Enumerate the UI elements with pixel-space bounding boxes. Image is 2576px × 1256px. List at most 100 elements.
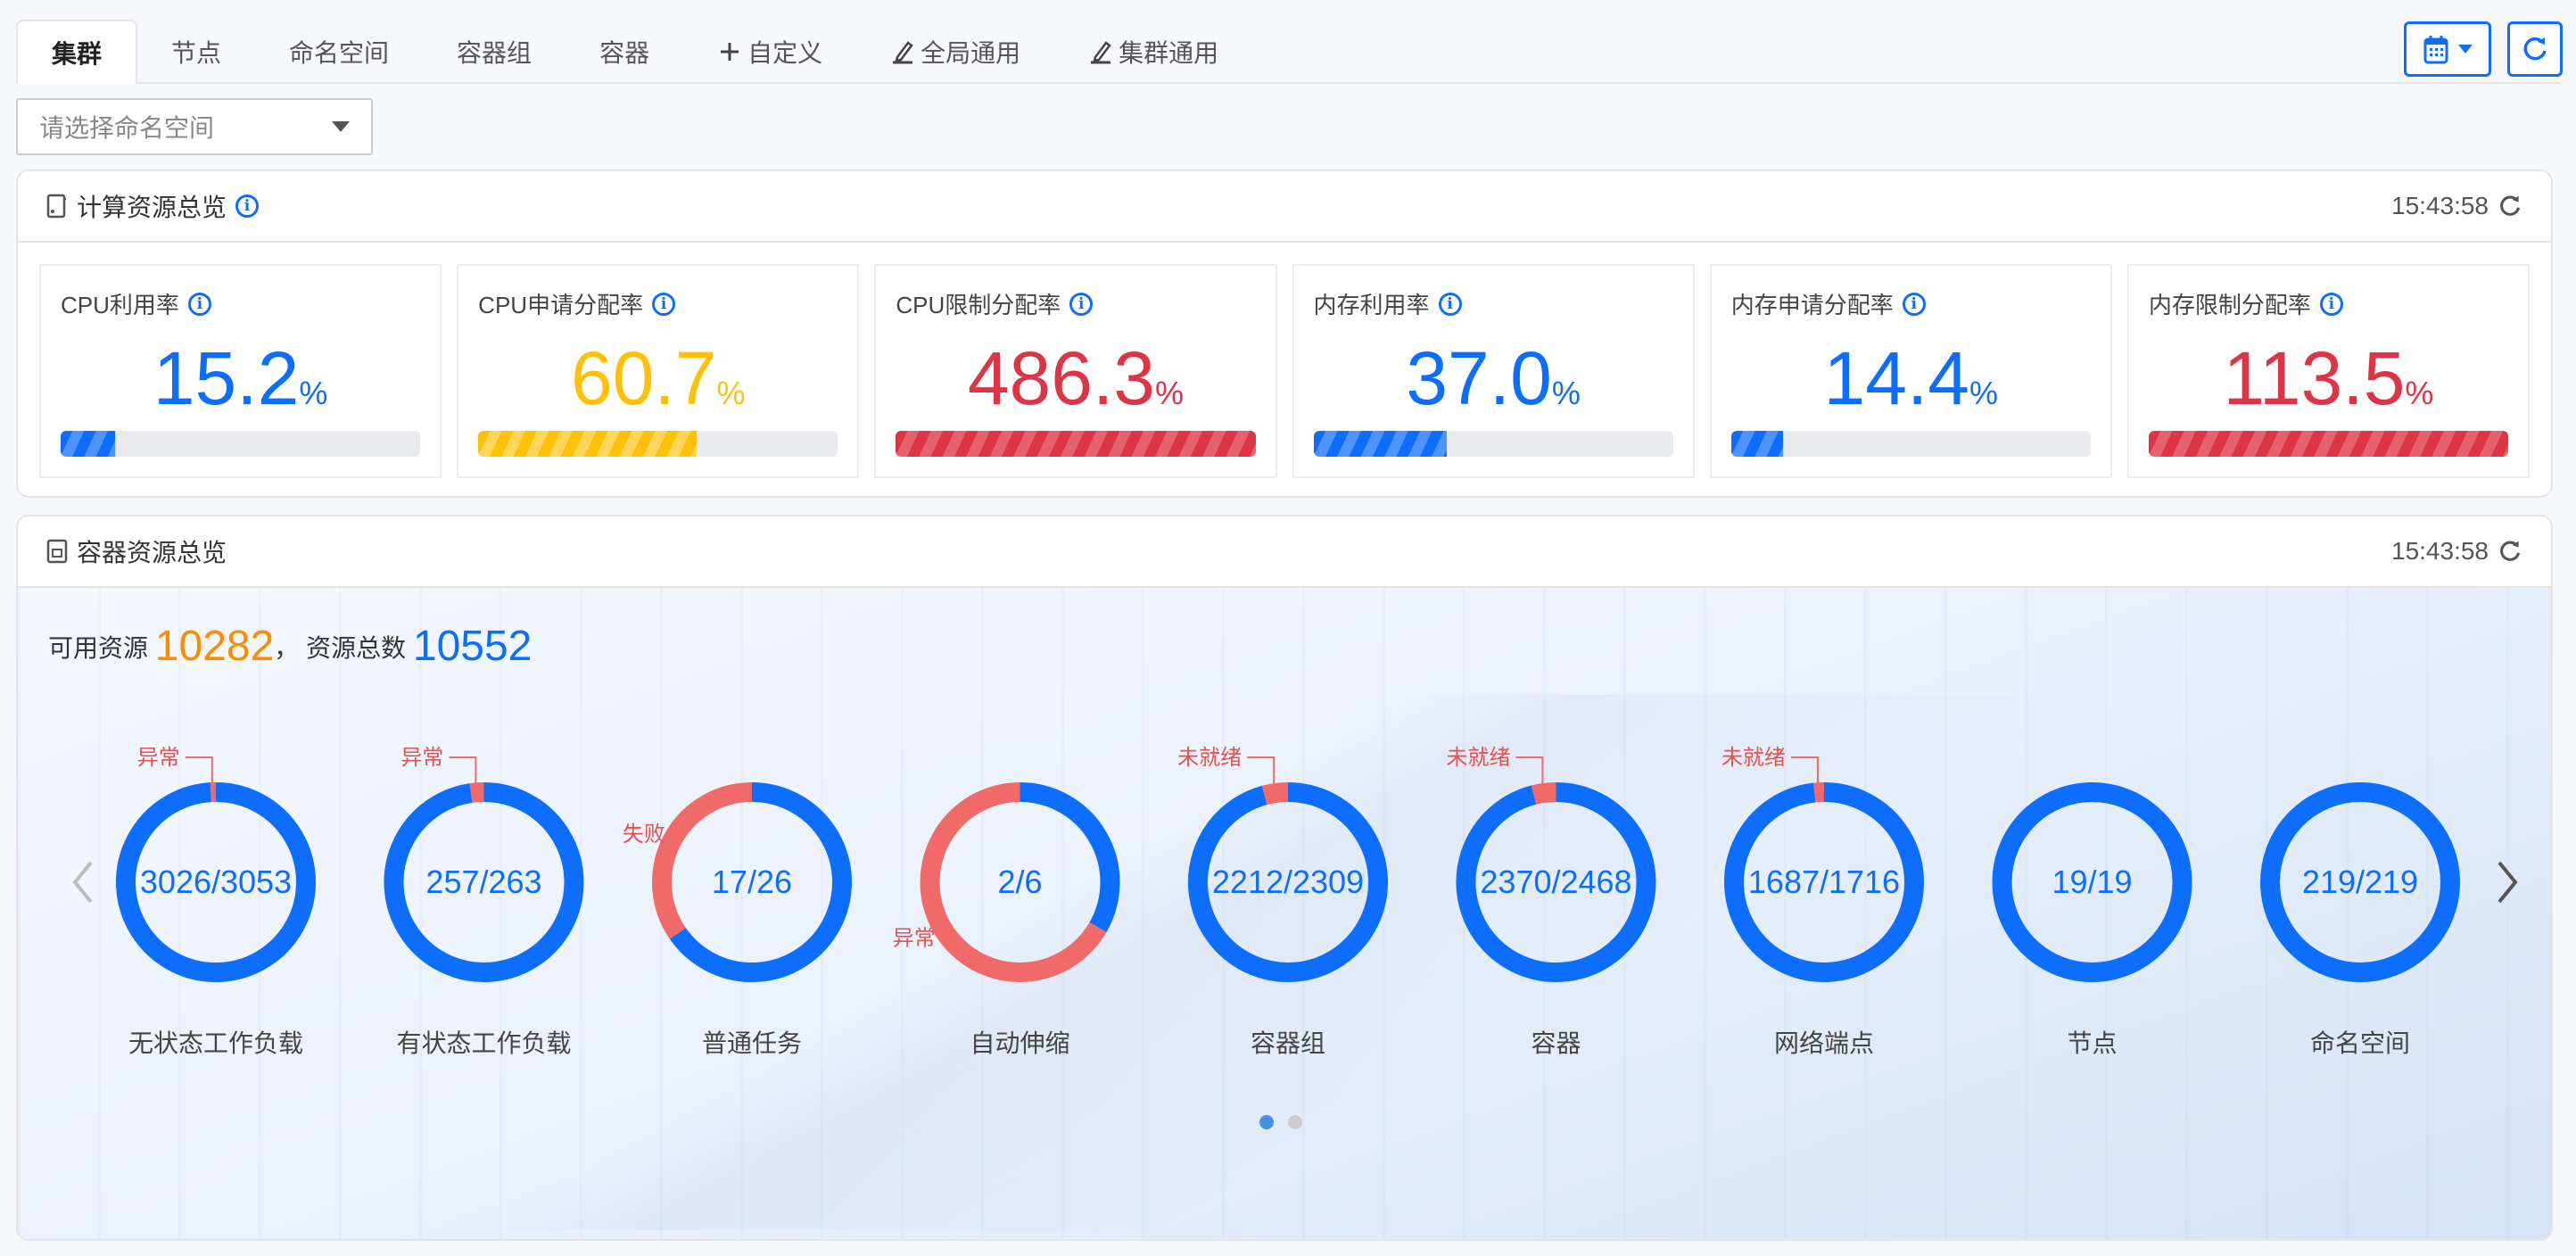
- refresh-icon[interactable]: [2498, 539, 2522, 564]
- progress-bar: [896, 431, 1256, 457]
- container-overview-panel: 容器资源总览 15:43:58 可用资源 10282， 资源总数 10552 异…: [16, 515, 2553, 1241]
- donut-bad-segment: [1813, 782, 1825, 803]
- total-count: 10552: [412, 623, 533, 670]
- namespace-select-placeholder: 请选择命名空间: [39, 114, 215, 142]
- progress-bar: [61, 431, 421, 457]
- donut-bad-label: 未就绪: [1177, 746, 1242, 770]
- tab-0[interactable]: 集群: [16, 20, 138, 84]
- metric-value: 60.7%: [478, 338, 838, 434]
- donut-bad-segment: [469, 782, 484, 803]
- info-icon[interactable]: i: [1438, 292, 1462, 316]
- tab-2[interactable]: 命名空间: [255, 21, 423, 82]
- tab-4[interactable]: 容器: [566, 21, 683, 82]
- metric-value: 486.3%: [896, 338, 1255, 434]
- progress-fill: [478, 431, 697, 457]
- progress-bar: [478, 431, 838, 457]
- tab-5[interactable]: 自定义: [683, 21, 856, 82]
- carousel-dot-2[interactable]: [1288, 1115, 1302, 1129]
- available-count: 10282: [154, 623, 275, 670]
- label-leader-line: [1790, 756, 1819, 783]
- label-leader-line: [1247, 756, 1276, 784]
- server-icon: [46, 194, 66, 219]
- donut-value: 2/6: [997, 864, 1042, 900]
- donut-label: 命名空间: [2310, 1029, 2410, 1057]
- donut-value: 19/19: [2052, 864, 2132, 900]
- donut-bad-segment: [652, 782, 753, 939]
- edit-icon: [1091, 41, 1111, 64]
- metric-unit: %: [1155, 375, 1185, 411]
- namespace-select[interactable]: 请选择命名空间: [16, 98, 373, 155]
- tab-1[interactable]: 节点: [137, 21, 255, 82]
- donut-bad-label: 失败: [623, 822, 665, 847]
- chevron-right-icon[interactable]: [2490, 855, 2526, 909]
- metric-unit: %: [716, 375, 746, 411]
- tab-label: 节点: [171, 39, 222, 67]
- donut-ok-segment: [2260, 782, 2460, 982]
- donut-ok-segment: [1456, 782, 1656, 982]
- panel-title: 计算资源总览: [77, 194, 227, 221]
- metric-number: 113.5: [2223, 336, 2406, 420]
- donut-label: 无状态工作负载: [128, 1029, 303, 1057]
- tab-label: 集群: [52, 40, 103, 68]
- donut-label: 容器: [1531, 1029, 1581, 1057]
- progress-fill: [1730, 431, 1783, 457]
- metric-title: 内存申请分配率: [1730, 292, 1894, 318]
- progress-bar: [2148, 431, 2509, 457]
- donut-ok-segment: [116, 782, 316, 982]
- update-time: 15:43:58: [2391, 192, 2489, 219]
- label-leader-line: [185, 756, 213, 783]
- metric-card: 内存申请分配率 i 14.4%: [1709, 264, 2112, 478]
- info-icon[interactable]: i: [2319, 292, 2343, 316]
- edit-icon: [893, 41, 913, 64]
- tab-label: 自定义: [747, 39, 823, 67]
- chevron-left-icon[interactable]: [64, 855, 100, 909]
- update-time: 15:43:58: [2391, 537, 2489, 565]
- metric-number: 14.4: [1823, 336, 1970, 420]
- donut-bad-segment: [1261, 782, 1289, 806]
- donut-carousel: 异常 3026/3053 无状态工作负载 异常 257/263 有状态工作负载 失败 17/2…: [116, 746, 2460, 1057]
- metric-card: CPU限制分配率 i 486.3%: [874, 264, 1277, 478]
- metric-title: CPU利用率: [61, 292, 179, 318]
- available-label: 可用资源: [48, 634, 149, 662]
- donut-label: 有状态工作负载: [396, 1029, 571, 1057]
- tab-label: 容器: [599, 39, 650, 67]
- metric-number: 60.7: [571, 336, 717, 420]
- refresh-button[interactable]: [2507, 21, 2563, 77]
- total-label: 资源总数: [306, 634, 407, 662]
- donut-bad-label: 未就绪: [1721, 746, 1786, 770]
- calendar-icon: [2423, 36, 2448, 64]
- progress-fill: [896, 431, 1256, 457]
- tab-label: 集群通用: [1119, 39, 1219, 67]
- metric-title: 内存限制分配率: [2148, 292, 2311, 318]
- progress-fill: [2148, 431, 2509, 457]
- date-picker-button[interactable]: [2404, 21, 2491, 77]
- donut-label: 自动伸缩: [970, 1029, 1069, 1057]
- donut-label: 容器组: [1251, 1029, 1325, 1057]
- tab-3[interactable]: 容器组: [423, 21, 566, 82]
- progress-fill: [1313, 431, 1447, 457]
- donut-value: 2212/2309: [1212, 864, 1364, 900]
- donut-ok-segment: [669, 782, 852, 982]
- refresh-icon: [2523, 37, 2547, 61]
- info-icon[interactable]: i: [652, 292, 676, 316]
- metric-unit: %: [299, 375, 328, 411]
- tab-bar: 集群 节点 命名空间 容器组 容器 自定义 全局通用 集群通用: [16, 20, 2560, 84]
- info-icon[interactable]: i: [187, 292, 211, 316]
- info-icon[interactable]: i: [1069, 292, 1094, 316]
- tab-6[interactable]: 全局通用: [856, 21, 1054, 82]
- resource-summary: 可用资源 10282， 资源总数 10552: [48, 622, 532, 671]
- donut-value: 257/263: [425, 864, 541, 900]
- metric-unit: %: [2405, 375, 2434, 411]
- metric-card: CPU利用率 i 15.2%: [39, 264, 442, 478]
- metric-title: CPU申请分配率: [478, 292, 644, 318]
- donut-ok-segment: [1188, 782, 1388, 982]
- refresh-icon[interactable]: [2498, 194, 2522, 219]
- metric-number: 37.0: [1406, 336, 1552, 420]
- tab-label: 容器组: [457, 39, 533, 67]
- label-leader-line: [1515, 756, 1544, 784]
- tab-7[interactable]: 集群通用: [1054, 21, 1252, 82]
- carousel-dot-1[interactable]: [1259, 1115, 1274, 1129]
- info-icon[interactable]: i: [235, 194, 260, 218]
- donut-label: 节点: [2067, 1029, 2117, 1057]
- info-icon[interactable]: i: [1902, 292, 1926, 316]
